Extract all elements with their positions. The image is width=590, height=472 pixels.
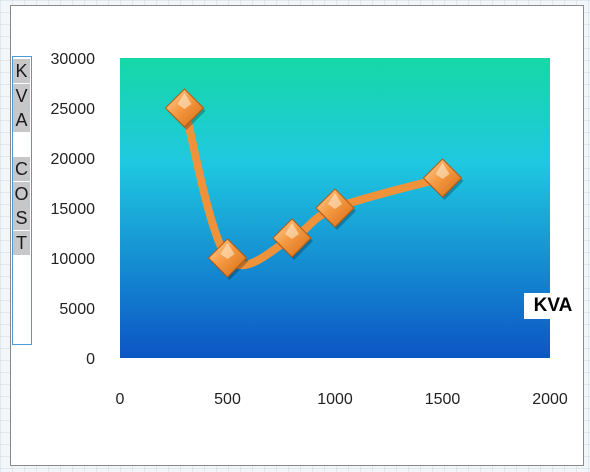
data-point-marker <box>207 238 249 280</box>
y-tick-label: 30000 <box>51 51 96 68</box>
x-tick-label: 1000 <box>317 391 353 408</box>
data-point-marker <box>272 218 313 260</box>
y-tick-label: 0 <box>86 351 95 368</box>
y-axis-label-char: C <box>13 157 30 181</box>
data-point-marker <box>164 88 206 130</box>
y-tick-label: 20000 <box>51 151 96 168</box>
data-point-marker <box>422 158 464 200</box>
y-axis-label-char: S <box>13 206 30 230</box>
y-tick-label: 25000 <box>51 101 96 118</box>
y-tick-label: 15000 <box>51 201 96 218</box>
y-axis-label-char: K <box>13 59 30 83</box>
x-tick-label: 2000 <box>532 391 568 408</box>
x-tick-label: 0 <box>116 391 125 408</box>
x-axis-label: KVA <box>524 293 582 319</box>
y-tick-label: 10000 <box>51 251 96 268</box>
x-tick-label: 1500 <box>425 391 461 408</box>
y-axis-label-char: A <box>13 108 30 132</box>
data-point-marker <box>315 188 356 230</box>
y-axis-label-char: T <box>13 230 30 255</box>
x-tick-label: 500 <box>214 391 241 408</box>
y-axis-label-char: V <box>13 83 30 108</box>
y-tick-label: 5000 <box>59 301 95 318</box>
y-axis-label-char: O <box>13 181 30 206</box>
